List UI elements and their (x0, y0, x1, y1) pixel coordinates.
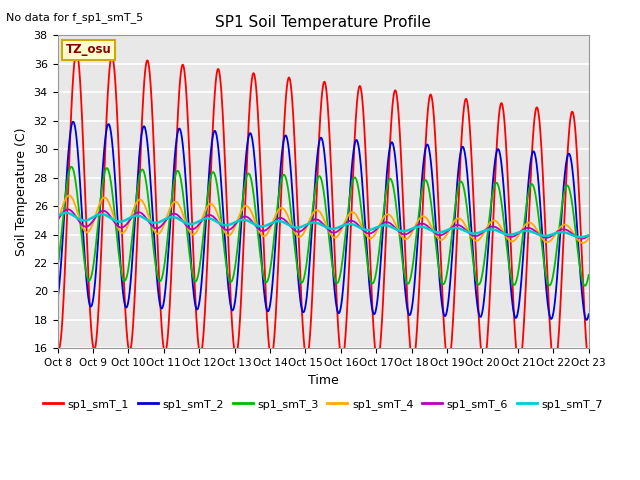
sp1_smT_4 (579, 240, 587, 246)
sp1_smT_4 (585, 236, 593, 241)
sp1_smT_2 (232, 296, 239, 301)
sp1_smT_2 (159, 303, 167, 309)
sp1_smT_6 (64, 206, 72, 212)
sp1_smT_2 (406, 312, 413, 318)
Text: No data for f_sp1_smT_5: No data for f_sp1_smT_5 (6, 12, 143, 23)
sp1_smT_1 (159, 341, 167, 347)
sp1_smT_2 (582, 317, 590, 323)
sp1_smT_1 (406, 337, 413, 343)
sp1_smT_7 (62, 210, 70, 216)
sp1_smT_1 (54, 342, 61, 348)
sp1_smT_6 (578, 236, 586, 241)
sp1_smT_7 (577, 234, 584, 240)
sp1_smT_7 (159, 217, 167, 223)
sp1_smT_3 (585, 272, 593, 278)
sp1_smT_7 (522, 228, 530, 234)
X-axis label: Time: Time (308, 373, 339, 387)
sp1_smT_6 (54, 217, 61, 223)
Title: SP1 Soil Temperature Profile: SP1 Soil Temperature Profile (215, 15, 431, 30)
sp1_smT_4 (65, 192, 73, 198)
sp1_smT_4 (406, 233, 413, 239)
sp1_smT_7 (232, 219, 239, 225)
sp1_smT_2 (69, 119, 77, 125)
Legend: sp1_smT_1, sp1_smT_2, sp1_smT_3, sp1_smT_4, sp1_smT_6, sp1_smT_7: sp1_smT_1, sp1_smT_2, sp1_smT_3, sp1_smT… (39, 395, 607, 414)
sp1_smT_3 (476, 282, 483, 288)
sp1_smT_4 (522, 221, 530, 227)
sp1_smT_3 (68, 164, 76, 169)
sp1_smT_6 (159, 221, 167, 227)
sp1_smT_4 (232, 223, 239, 228)
sp1_smT_6 (476, 232, 483, 238)
sp1_smT_4 (172, 199, 180, 204)
sp1_smT_7 (172, 215, 180, 220)
sp1_smT_1 (172, 153, 180, 158)
sp1_smT_6 (522, 225, 530, 231)
sp1_smT_2 (54, 297, 61, 302)
sp1_smT_6 (232, 221, 239, 227)
sp1_smT_7 (54, 213, 61, 219)
sp1_smT_3 (172, 170, 180, 176)
sp1_smT_1 (232, 352, 239, 358)
sp1_smT_1 (551, 365, 559, 371)
Line: sp1_smT_2: sp1_smT_2 (58, 122, 589, 320)
sp1_smT_3 (232, 262, 239, 267)
Line: sp1_smT_7: sp1_smT_7 (58, 213, 589, 237)
sp1_smT_7 (406, 227, 413, 233)
sp1_smT_4 (476, 237, 483, 242)
sp1_smT_1 (522, 281, 530, 287)
sp1_smT_7 (585, 232, 593, 238)
Line: sp1_smT_6: sp1_smT_6 (58, 209, 589, 239)
sp1_smT_7 (476, 230, 483, 236)
Line: sp1_smT_3: sp1_smT_3 (58, 167, 589, 286)
Text: TZ_osu: TZ_osu (65, 43, 111, 56)
sp1_smT_6 (406, 229, 413, 235)
Y-axis label: Soil Temperature (C): Soil Temperature (C) (15, 128, 28, 256)
sp1_smT_1 (585, 363, 593, 369)
sp1_smT_2 (172, 141, 180, 147)
sp1_smT_2 (585, 312, 593, 317)
sp1_smT_3 (581, 283, 589, 288)
Line: sp1_smT_1: sp1_smT_1 (58, 52, 589, 368)
sp1_smT_2 (522, 213, 530, 218)
sp1_smT_3 (406, 278, 413, 284)
sp1_smT_1 (476, 319, 483, 325)
sp1_smT_3 (159, 270, 167, 276)
sp1_smT_4 (159, 224, 167, 230)
Line: sp1_smT_4: sp1_smT_4 (58, 195, 589, 243)
sp1_smT_2 (476, 312, 483, 318)
sp1_smT_4 (54, 219, 61, 225)
sp1_smT_6 (585, 233, 593, 239)
sp1_smT_3 (522, 206, 530, 212)
sp1_smT_3 (54, 265, 61, 271)
sp1_smT_1 (72, 49, 80, 55)
sp1_smT_6 (172, 211, 180, 217)
